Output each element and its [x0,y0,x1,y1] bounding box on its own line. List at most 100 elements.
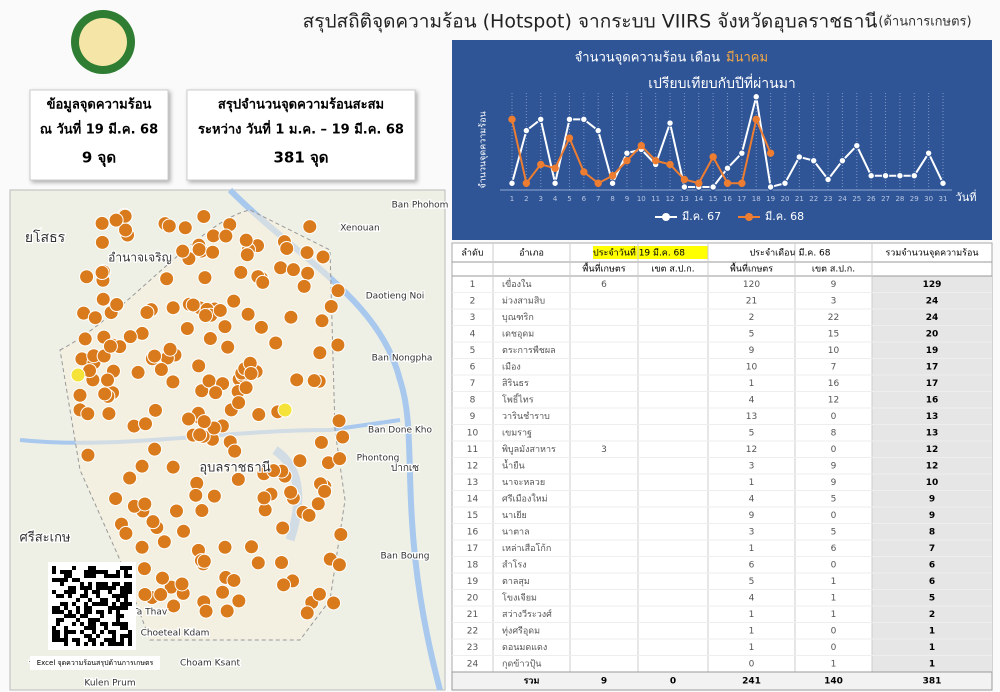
hotspot-icon [137,496,153,512]
summary-value: 381 จุด [273,149,328,168]
table-cell: 12 [926,445,939,455]
qr-cell [116,574,120,578]
hotspot-icon [315,249,331,265]
qr-cell [84,606,88,610]
qr-cell [88,586,92,590]
table-cell: สว่างวีระวงศ์ [502,608,552,620]
hotspot-icon [154,570,170,586]
point [695,179,703,187]
qr-cell [124,622,128,626]
qr-cell [100,642,104,646]
qr-cell [92,618,96,622]
point [723,179,732,187]
qr-cell [104,622,108,626]
qr-cell [92,638,96,642]
table-cell: ทุ่งศรีอุดม [502,625,540,636]
qr-cell [80,586,84,590]
hotspot-icon [161,218,177,234]
table-cell: 15 [828,329,839,339]
table-cell: 7 [929,544,935,554]
qr-cell [96,602,100,606]
point [738,149,746,157]
qr-cell [112,602,116,606]
table-cell: 9 [749,346,755,356]
table-cell: 12 [467,461,478,471]
qr-cell [84,634,88,638]
qr-cell [96,594,100,598]
qr-cell [72,578,76,582]
qr-cell [92,590,96,594]
table-cell: เขื่องใน [502,277,532,290]
summary-box [29,89,169,181]
map-label: ศรีสะเกษ [19,530,70,546]
qr-cell [100,602,104,606]
qr-cell [76,606,80,610]
chart-title-highlight: มีนาคม [726,50,768,66]
point [709,183,717,191]
qr-cell [112,586,116,590]
qr-cell [128,586,132,590]
map-label: Choam Ksant [180,659,240,669]
qr-cell [116,606,120,610]
qr-cell [116,622,120,626]
qr-cell [112,630,116,634]
hotspot-icon [296,278,312,294]
qr-cell [84,574,88,578]
hotspot-icon [165,300,181,316]
qr-cell [92,626,96,630]
table-cell: โขงเจียม [502,592,537,603]
x-tick-label: 15 [709,195,718,203]
x-tick-label: 14 [694,195,703,203]
page-subtitle: (ด้านการเกษตร) [878,15,971,30]
hotspot-icon [175,243,191,259]
table-cell: 3 [470,313,476,323]
table-cell: 13 [746,412,757,422]
qr-cell [104,598,108,602]
qr-cell [72,590,76,594]
qr-cell [80,582,84,586]
x-tick-label: 19 [766,195,775,203]
qr-cell [92,630,96,634]
qr-cell [108,590,112,594]
table-cell: 3 [831,296,837,306]
x-tick-label: 6 [582,195,587,203]
hotspot-icon [153,362,169,378]
table-cell: 0 [831,626,837,636]
point [594,179,602,187]
point [910,172,918,180]
hotspot-icon [122,329,138,345]
hotspot-icon [253,319,269,335]
table-head: ประจำเดือน มี.ค. 68 [749,248,830,259]
hotspot-icon [147,348,163,364]
hotspot-icon [215,584,231,600]
qr-cell [120,566,124,570]
x-tick-label: 20 [781,195,790,203]
qr-cell [116,582,120,586]
table-cell: 3 [601,445,607,455]
hotspot-icon [274,555,290,571]
x-tick-label: 4 [553,195,558,203]
qr-cell [68,614,72,618]
qr-cell [124,594,128,598]
point [924,149,933,157]
point [838,156,847,165]
table-cell: 17 [926,362,939,372]
qr-cell [124,582,128,586]
table-cell: 11 [467,445,478,455]
hotspot-icon [145,514,161,530]
hotspot-icon [285,262,301,278]
point [580,168,588,176]
qr-cell [104,638,108,642]
hotspot-icon [198,603,214,619]
qr-cell [52,566,56,570]
qr-cell [84,626,88,630]
x-tick-label: 23 [824,195,833,203]
table-cell: 10 [746,362,758,372]
qr-cell [84,570,88,574]
x-tick-label: 21 [795,195,804,203]
table-cell: 15 [467,511,478,521]
qr-cell [64,634,68,638]
point [867,172,875,180]
x-tick-label: 26 [867,195,876,203]
qr-caption: Excel จุดความร้อนสรุปด้านการเกษตร [37,659,154,667]
